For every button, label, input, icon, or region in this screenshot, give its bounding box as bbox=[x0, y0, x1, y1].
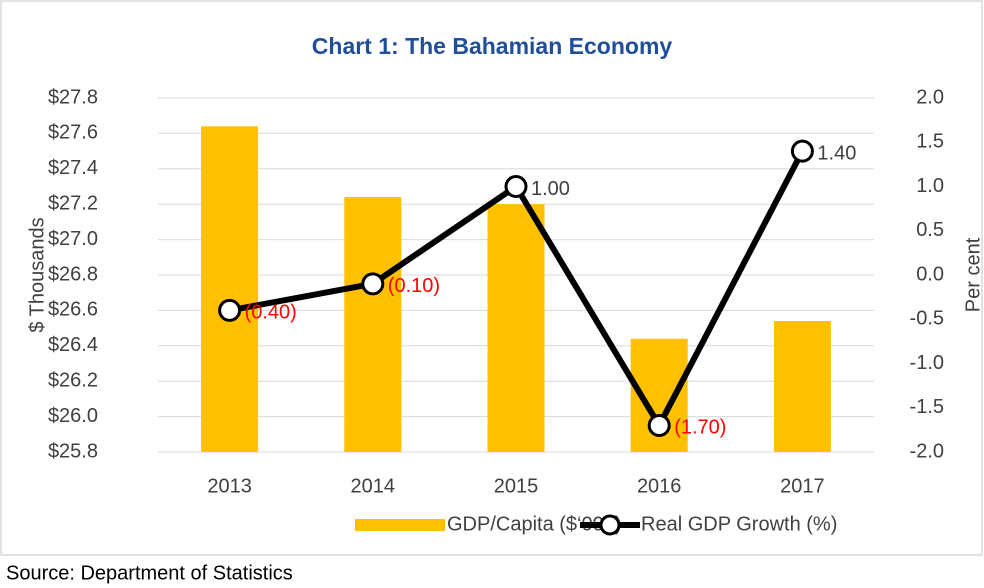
y2-tick-label: 0.0 bbox=[916, 263, 944, 285]
legend-label: GDP/Capita ($‘000) bbox=[447, 513, 622, 535]
x-tick-label: 2017 bbox=[780, 475, 825, 497]
line-marker bbox=[647, 413, 671, 437]
y2-tick-label: -2.0 bbox=[910, 440, 944, 462]
line-marker bbox=[218, 298, 242, 322]
bar bbox=[773, 321, 831, 452]
y-tick-label: $26.4 bbox=[48, 334, 98, 356]
y-tick-label: $27.8 bbox=[48, 86, 98, 108]
x-tick-label: 2016 bbox=[637, 475, 682, 497]
legend-swatch bbox=[355, 519, 445, 531]
line-marker bbox=[790, 139, 814, 163]
legend-label: Real GDP Growth (%) bbox=[641, 513, 837, 535]
data-label: 1.00 bbox=[531, 178, 570, 200]
y2-tick-label: 2.0 bbox=[916, 86, 944, 108]
y-tick-label: $27.6 bbox=[48, 122, 98, 144]
chart-title: Chart 1: The Bahamian Economy bbox=[312, 33, 673, 59]
legend-swatch bbox=[599, 514, 621, 536]
bar bbox=[344, 197, 402, 452]
bar bbox=[201, 126, 259, 452]
data-label: 1.40 bbox=[817, 142, 856, 164]
x-tick-label: 2014 bbox=[351, 475, 396, 497]
y2-tick-label: 1.5 bbox=[916, 131, 944, 153]
y2-tick-label: 0.5 bbox=[916, 219, 944, 241]
y2-tick-label: -1.0 bbox=[910, 352, 944, 374]
data-label: (1.70) bbox=[674, 417, 726, 439]
y-tick-label: $26.6 bbox=[48, 299, 98, 321]
y-tick-label: $26.0 bbox=[48, 405, 98, 427]
y-tick-label: $26.8 bbox=[48, 263, 98, 285]
y-tick-label: $26.2 bbox=[48, 369, 98, 391]
y-tick-label: $27.4 bbox=[48, 157, 98, 179]
y2-tick-label: -1.5 bbox=[910, 396, 944, 418]
source-note: Source: Department of Statistics bbox=[6, 562, 293, 584]
y-tick-label: $27.0 bbox=[48, 228, 98, 250]
data-label: (0.10) bbox=[388, 275, 440, 297]
y2-tick-label: -0.5 bbox=[910, 308, 944, 330]
y-tick-label: $27.2 bbox=[48, 192, 98, 214]
bar bbox=[487, 204, 545, 452]
y-tick-label: $25.8 bbox=[48, 440, 98, 462]
line-marker bbox=[504, 175, 528, 198]
line-marker bbox=[361, 272, 385, 296]
y2-tick-label: 1.0 bbox=[916, 175, 944, 197]
y-axis-label: $ Thousands bbox=[26, 217, 48, 332]
x-tick-label: 2015 bbox=[494, 475, 539, 497]
y2-axis-label: Per cent bbox=[962, 237, 984, 312]
x-tick-label: 2013 bbox=[207, 475, 252, 497]
data-label: (0.40) bbox=[245, 302, 297, 324]
